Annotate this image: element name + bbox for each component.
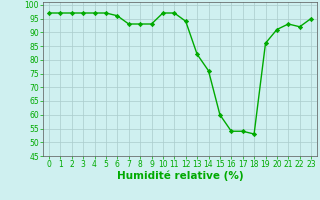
X-axis label: Humidité relative (%): Humidité relative (%)	[117, 171, 243, 181]
